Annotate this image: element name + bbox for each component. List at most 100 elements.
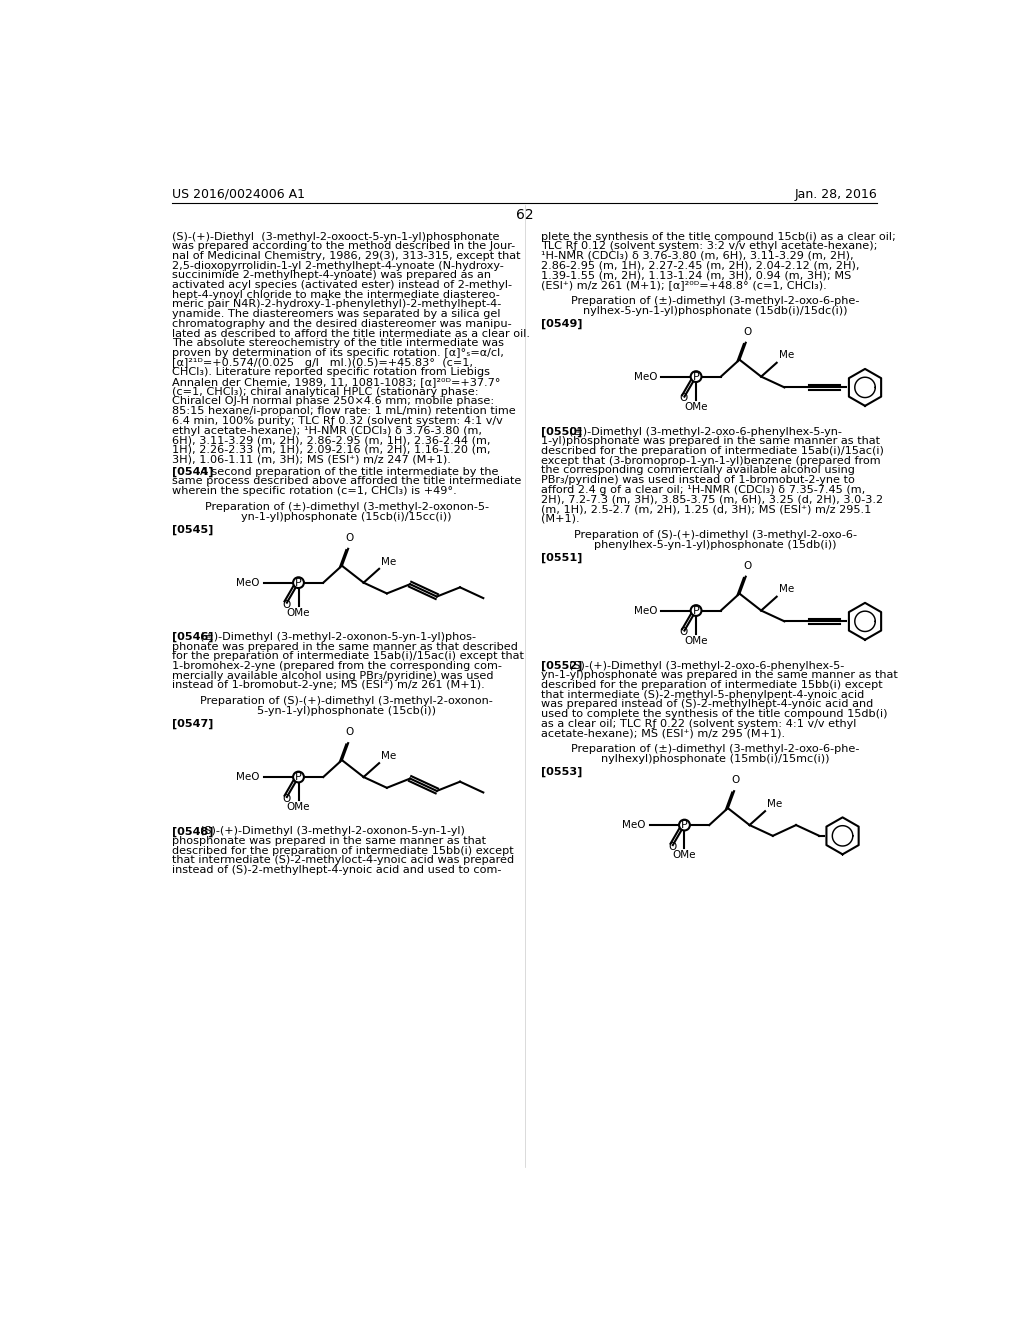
Text: O: O xyxy=(680,393,688,404)
Text: O: O xyxy=(345,533,354,543)
Text: OMe: OMe xyxy=(287,609,310,618)
Text: O: O xyxy=(668,842,676,851)
Text: hept-4-ynoyl chloride to make the intermediate diastereo-: hept-4-ynoyl chloride to make the interm… xyxy=(172,290,500,300)
Text: OMe: OMe xyxy=(673,850,696,861)
Text: for the preparation of intermediate 15ab(i)/15ac(i) except that: for the preparation of intermediate 15ab… xyxy=(172,651,524,661)
Text: chromatography and the desired diastereomer was manipu-: chromatography and the desired diastereo… xyxy=(172,319,512,329)
Text: proven by determination of its specific rotation. [α]°ₛ=α/cl,: proven by determination of its specific … xyxy=(172,348,504,358)
Text: was prepared instead of (S)-2-methylhept-4-ynoic acid and: was prepared instead of (S)-2-methylhept… xyxy=(541,700,873,709)
Text: MeO: MeO xyxy=(634,606,657,615)
Text: O: O xyxy=(680,627,688,638)
Text: that intermediate (S)-2-methyloct-4-ynoic acid was prepared: that intermediate (S)-2-methyloct-4-ynoi… xyxy=(172,855,514,866)
Text: MeO: MeO xyxy=(634,372,657,381)
Text: nylhexyl)phosphonate (15mb(i)/15mc(i)): nylhexyl)phosphonate (15mb(i)/15mc(i)) xyxy=(601,754,829,764)
Text: lated as described to afford the title intermediate as a clear oil.: lated as described to afford the title i… xyxy=(172,329,530,338)
Text: P: P xyxy=(692,372,699,381)
Text: described for the preparation of intermediate 15bb(i) except: described for the preparation of interme… xyxy=(541,680,883,690)
Text: as a clear oil; TLC Rƒ 0.22 (solvent system: 4:1 v/v ethyl: as a clear oil; TLC Rƒ 0.22 (solvent sys… xyxy=(541,719,856,729)
Circle shape xyxy=(679,820,690,830)
Text: OMe: OMe xyxy=(684,636,708,645)
Text: [α]²¹ᴰ=+0.574/(0.025   g/l   ml.)(0.5)=+45.83°  (c=1,: [α]²¹ᴰ=+0.574/(0.025 g/l ml.)(0.5)=+45.8… xyxy=(172,358,473,368)
Text: MeO: MeO xyxy=(237,578,260,587)
Text: MeO: MeO xyxy=(623,820,646,830)
Text: [0545]: [0545] xyxy=(172,524,214,535)
Text: 85:15 hexane/i-propanol; flow rate: 1 mL/min) retention time: 85:15 hexane/i-propanol; flow rate: 1 mL… xyxy=(172,407,516,416)
Text: Jan. 28, 2016: Jan. 28, 2016 xyxy=(795,187,878,201)
Text: phosphonate was prepared in the same manner as that: phosphonate was prepared in the same man… xyxy=(172,836,486,846)
Text: 62: 62 xyxy=(516,209,534,223)
Text: [0549]: [0549] xyxy=(541,318,583,329)
Text: PBr₃/pyridine) was used instead of 1-bromobut-2-yne to: PBr₃/pyridine) was used instead of 1-bro… xyxy=(541,475,855,486)
Text: O: O xyxy=(345,727,354,737)
Text: Preparation of (±)-dimethyl (3-methyl-2-oxonon-5-: Preparation of (±)-dimethyl (3-methyl-2-… xyxy=(205,502,488,512)
Text: O: O xyxy=(282,793,290,804)
Text: 2,5-dioxopyrrolidin-1-yl 2-methylhept-4-ynoate (N-hydroxy-: 2,5-dioxopyrrolidin-1-yl 2-methylhept-4-… xyxy=(172,260,504,271)
Text: Chiralcel OJ-H normal phase 250×4.6 mm; mobile phase:: Chiralcel OJ-H normal phase 250×4.6 mm; … xyxy=(172,396,495,407)
Text: OMe: OMe xyxy=(287,803,310,812)
Text: Me: Me xyxy=(767,799,782,809)
Text: O: O xyxy=(731,775,739,785)
Text: Preparation of (±)-dimethyl (3-methyl-2-oxo-6-phe-: Preparation of (±)-dimethyl (3-methyl-2-… xyxy=(571,744,859,754)
Text: [0551]: [0551] xyxy=(541,552,583,562)
Text: nylhex-5-yn-1-yl)phosphonate (15db(i)/15dc(i)): nylhex-5-yn-1-yl)phosphonate (15db(i)/15… xyxy=(584,306,848,315)
Text: instead of 1-bromobut-2-yne; MS (ESI⁺) m/z 261 (M+1).: instead of 1-bromobut-2-yne; MS (ESI⁺) m… xyxy=(172,681,485,690)
Text: (S)-(+)-Diethyl  (3-methyl-2-oxooct-5-yn-1-yl)phosphonate: (S)-(+)-Diethyl (3-methyl-2-oxooct-5-yn-… xyxy=(172,231,500,242)
Text: instead of (S)-2-methylhept-4-ynoic acid and used to com-: instead of (S)-2-methylhept-4-ynoic acid… xyxy=(172,865,502,875)
Text: acetate-hexane); MS (ESI⁺) m/z 295 (M+1).: acetate-hexane); MS (ESI⁺) m/z 295 (M+1)… xyxy=(541,729,785,738)
Text: the corresponding commercially available alcohol using: the corresponding commercially available… xyxy=(541,466,855,475)
Text: plete the synthesis of the title compound 15cb(i) as a clear oil;: plete the synthesis of the title compoun… xyxy=(541,231,896,242)
Text: The absolute stereochemistry of the title intermediate was: The absolute stereochemistry of the titl… xyxy=(172,338,504,348)
Text: A second preparation of the title intermediate by the: A second preparation of the title interm… xyxy=(200,467,499,477)
Text: P: P xyxy=(295,578,302,587)
Text: P: P xyxy=(681,820,688,830)
Text: (±)-Dimethyl (3-methyl-2-oxo-6-phenylhex-5-yn-: (±)-Dimethyl (3-methyl-2-oxo-6-phenylhex… xyxy=(569,426,842,437)
Text: 1H), 2.26-2.33 (m, 1H), 2.09-2.16 (m, 2H), 1.16-1.20 (m,: 1H), 2.26-2.33 (m, 1H), 2.09-2.16 (m, 2H… xyxy=(172,445,490,455)
Text: OMe: OMe xyxy=(684,403,708,412)
Text: Annalen der Chemie, 1989, 11, 1081-1083; [α]²⁰ᴰ=+37.7°: Annalen der Chemie, 1989, 11, 1081-1083;… xyxy=(172,378,501,387)
Text: (ESI⁺) m/z 261 (M+1); [α]²⁰ᴰ=+48.8° (c=1, CHCl₃).: (ESI⁺) m/z 261 (M+1); [α]²⁰ᴰ=+48.8° (c=1… xyxy=(541,280,826,290)
Text: (m, 1H), 2.5-2.7 (m, 2H), 1.25 (d, 3H); MS (ESI⁺) m/z 295.1: (m, 1H), 2.5-2.7 (m, 2H), 1.25 (d, 3H); … xyxy=(541,504,871,515)
Text: Me: Me xyxy=(779,585,795,594)
Text: US 2016/0024006 A1: US 2016/0024006 A1 xyxy=(172,187,305,201)
Text: O: O xyxy=(282,599,290,610)
Text: phonate was prepared in the same manner as that described: phonate was prepared in the same manner … xyxy=(172,642,518,652)
Text: described for the preparation of intermediate 15ab(i)/15ac(i): described for the preparation of interme… xyxy=(541,446,884,457)
Text: 2H), 7.2-7.3 (m, 3H), 3.85-3.75 (m, 6H), 3.25 (d, 2H), 3.0-3.2: 2H), 7.2-7.3 (m, 3H), 3.85-3.75 (m, 6H),… xyxy=(541,495,883,504)
Text: Preparation of (±)-dimethyl (3-methyl-2-oxo-6-phe-: Preparation of (±)-dimethyl (3-methyl-2-… xyxy=(571,296,859,306)
Text: 1-yl)phosphonate was prepared in the same manner as that: 1-yl)phosphonate was prepared in the sam… xyxy=(541,437,880,446)
Text: [0544]: [0544] xyxy=(172,467,214,477)
Text: yn-1-yl)phosphonate (15cb(i)/15cc(i)): yn-1-yl)phosphonate (15cb(i)/15cc(i)) xyxy=(242,512,452,521)
Text: [0546]: [0546] xyxy=(172,632,214,643)
Text: (S)-(+)-Dimethyl (3-methyl-2-oxonon-5-yn-1-yl): (S)-(+)-Dimethyl (3-methyl-2-oxonon-5-yn… xyxy=(200,826,465,837)
Circle shape xyxy=(690,371,701,381)
Text: mercially available alcohol using PBr₃/pyridine) was used: mercially available alcohol using PBr₃/p… xyxy=(172,671,494,681)
Text: afford 2.4 g of a clear oil; ¹H-NMR (CDCl₃) δ 7.35-7.45 (m,: afford 2.4 g of a clear oil; ¹H-NMR (CDC… xyxy=(541,484,865,495)
Text: described for the preparation of intermediate 15bb(i) except: described for the preparation of interme… xyxy=(172,846,514,855)
Text: ¹H-NMR (CDCl₃) δ 3.76-3.80 (m, 6H), 3.11-3.29 (m, 2H),: ¹H-NMR (CDCl₃) δ 3.76-3.80 (m, 6H), 3.11… xyxy=(541,251,854,261)
Text: Preparation of (S)-(+)-dimethyl (3-methyl-2-oxonon-: Preparation of (S)-(+)-dimethyl (3-methy… xyxy=(200,697,493,706)
Text: TLC Rƒ 0.12 (solvent system: 3:2 v/v ethyl acetate-hexane);: TLC Rƒ 0.12 (solvent system: 3:2 v/v eth… xyxy=(541,242,878,251)
Circle shape xyxy=(293,577,304,589)
Text: (±)-Dimethyl (3-methyl-2-oxonon-5-yn-1-yl)phos-: (±)-Dimethyl (3-methyl-2-oxonon-5-yn-1-y… xyxy=(200,632,476,642)
Text: Me: Me xyxy=(381,751,396,760)
Text: was prepared according to the method described in the Jour-: was prepared according to the method des… xyxy=(172,242,515,251)
Text: (c=1, CHCl₃); chiral analytical HPLC (stationary phase:: (c=1, CHCl₃); chiral analytical HPLC (st… xyxy=(172,387,479,397)
Text: P: P xyxy=(692,606,699,615)
Text: phenylhex-5-yn-1-yl)phosphonate (15db(i)): phenylhex-5-yn-1-yl)phosphonate (15db(i)… xyxy=(594,540,837,549)
Text: same process described above afforded the title intermediate: same process described above afforded th… xyxy=(172,477,521,486)
Text: 2.86-2.95 (m, 1H), 2.27-2.45 (m, 2H), 2.04-2.12 (m, 2H),: 2.86-2.95 (m, 1H), 2.27-2.45 (m, 2H), 2.… xyxy=(541,260,859,271)
Text: [0548]: [0548] xyxy=(172,826,214,837)
Text: [0547]: [0547] xyxy=(172,719,214,729)
Text: wherein the specific rotation (c=1, CHCl₃) is +49°.: wherein the specific rotation (c=1, CHCl… xyxy=(172,486,457,496)
Text: MeO: MeO xyxy=(237,772,260,781)
Text: Preparation of (S)-(+)-dimethyl (3-methyl-2-oxo-6-: Preparation of (S)-(+)-dimethyl (3-methy… xyxy=(573,529,857,540)
Text: (M+1).: (M+1). xyxy=(541,513,580,524)
Text: 5-yn-1-yl)phosphonate (15cb(i)): 5-yn-1-yl)phosphonate (15cb(i)) xyxy=(257,706,436,715)
Text: (S)-(+)-Dimethyl (3-methyl-2-oxo-6-phenylhex-5-: (S)-(+)-Dimethyl (3-methyl-2-oxo-6-pheny… xyxy=(569,660,844,671)
Text: [0553]: [0553] xyxy=(541,767,583,777)
Text: CHCl₃). Literature reported specific rotation from Liebigs: CHCl₃). Literature reported specific rot… xyxy=(172,367,490,378)
Text: 1-bromohex-2-yne (prepared from the corresponding com-: 1-bromohex-2-yne (prepared from the corr… xyxy=(172,661,502,671)
Text: succinimide 2-methylhept-4-ynoate) was prepared as an: succinimide 2-methylhept-4-ynoate) was p… xyxy=(172,271,492,280)
Text: that intermediate (S)-2-methyl-5-phenylpent-4-ynoic acid: that intermediate (S)-2-methyl-5-phenylp… xyxy=(541,690,864,700)
Text: meric pair N4R)-2-hydroxy-1-phenylethyl)-2-methylhept-4-: meric pair N4R)-2-hydroxy-1-phenylethyl)… xyxy=(172,300,502,309)
